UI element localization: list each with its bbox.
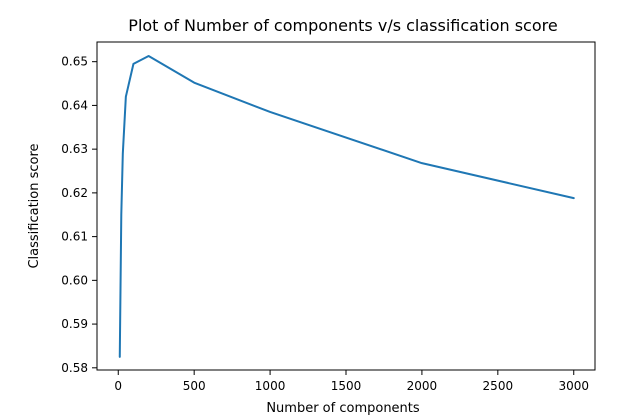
plot-frame [96, 41, 596, 371]
x-axis-label: Number of components [266, 401, 420, 416]
y-tick-label: 0.60 [61, 273, 88, 287]
y-tick-label: 0.64 [61, 98, 88, 112]
y-axis-ticks: 0.58 0.59 0.60 0.61 0.62 0.63 0.64 0.65 [61, 55, 97, 375]
x-tick-label: 3000 [558, 379, 589, 393]
y-tick-label: 0.58 [61, 361, 88, 375]
x-tick-label: 0 [114, 379, 122, 393]
y-tick-label: 0.65 [61, 55, 88, 69]
plot-area: 0 500 1000 1500 2000 2500 3000 0.58 0.59 0.60 0.6… [61, 41, 596, 393]
series-line-0 [118, 54, 575, 358]
y-tick-label: 0.62 [61, 186, 88, 200]
x-tick-label: 1500 [331, 379, 362, 393]
series-layer [118, 54, 575, 358]
y-tick-label: 0.59 [61, 317, 88, 331]
chart-title: Plot of Number of components v/s classif… [128, 16, 557, 35]
x-tick-label: 2000 [407, 379, 438, 393]
y-tick-label: 0.63 [61, 142, 88, 156]
y-axis-label: Classification score [27, 143, 42, 268]
x-axis-ticks: 0 500 1000 1500 2000 2500 3000 [114, 370, 589, 393]
x-tick-label: 2500 [483, 379, 514, 393]
x-tick-label: 500 [183, 379, 206, 393]
y-tick-label: 0.61 [61, 230, 88, 244]
x-tick-label: 1000 [255, 379, 286, 393]
